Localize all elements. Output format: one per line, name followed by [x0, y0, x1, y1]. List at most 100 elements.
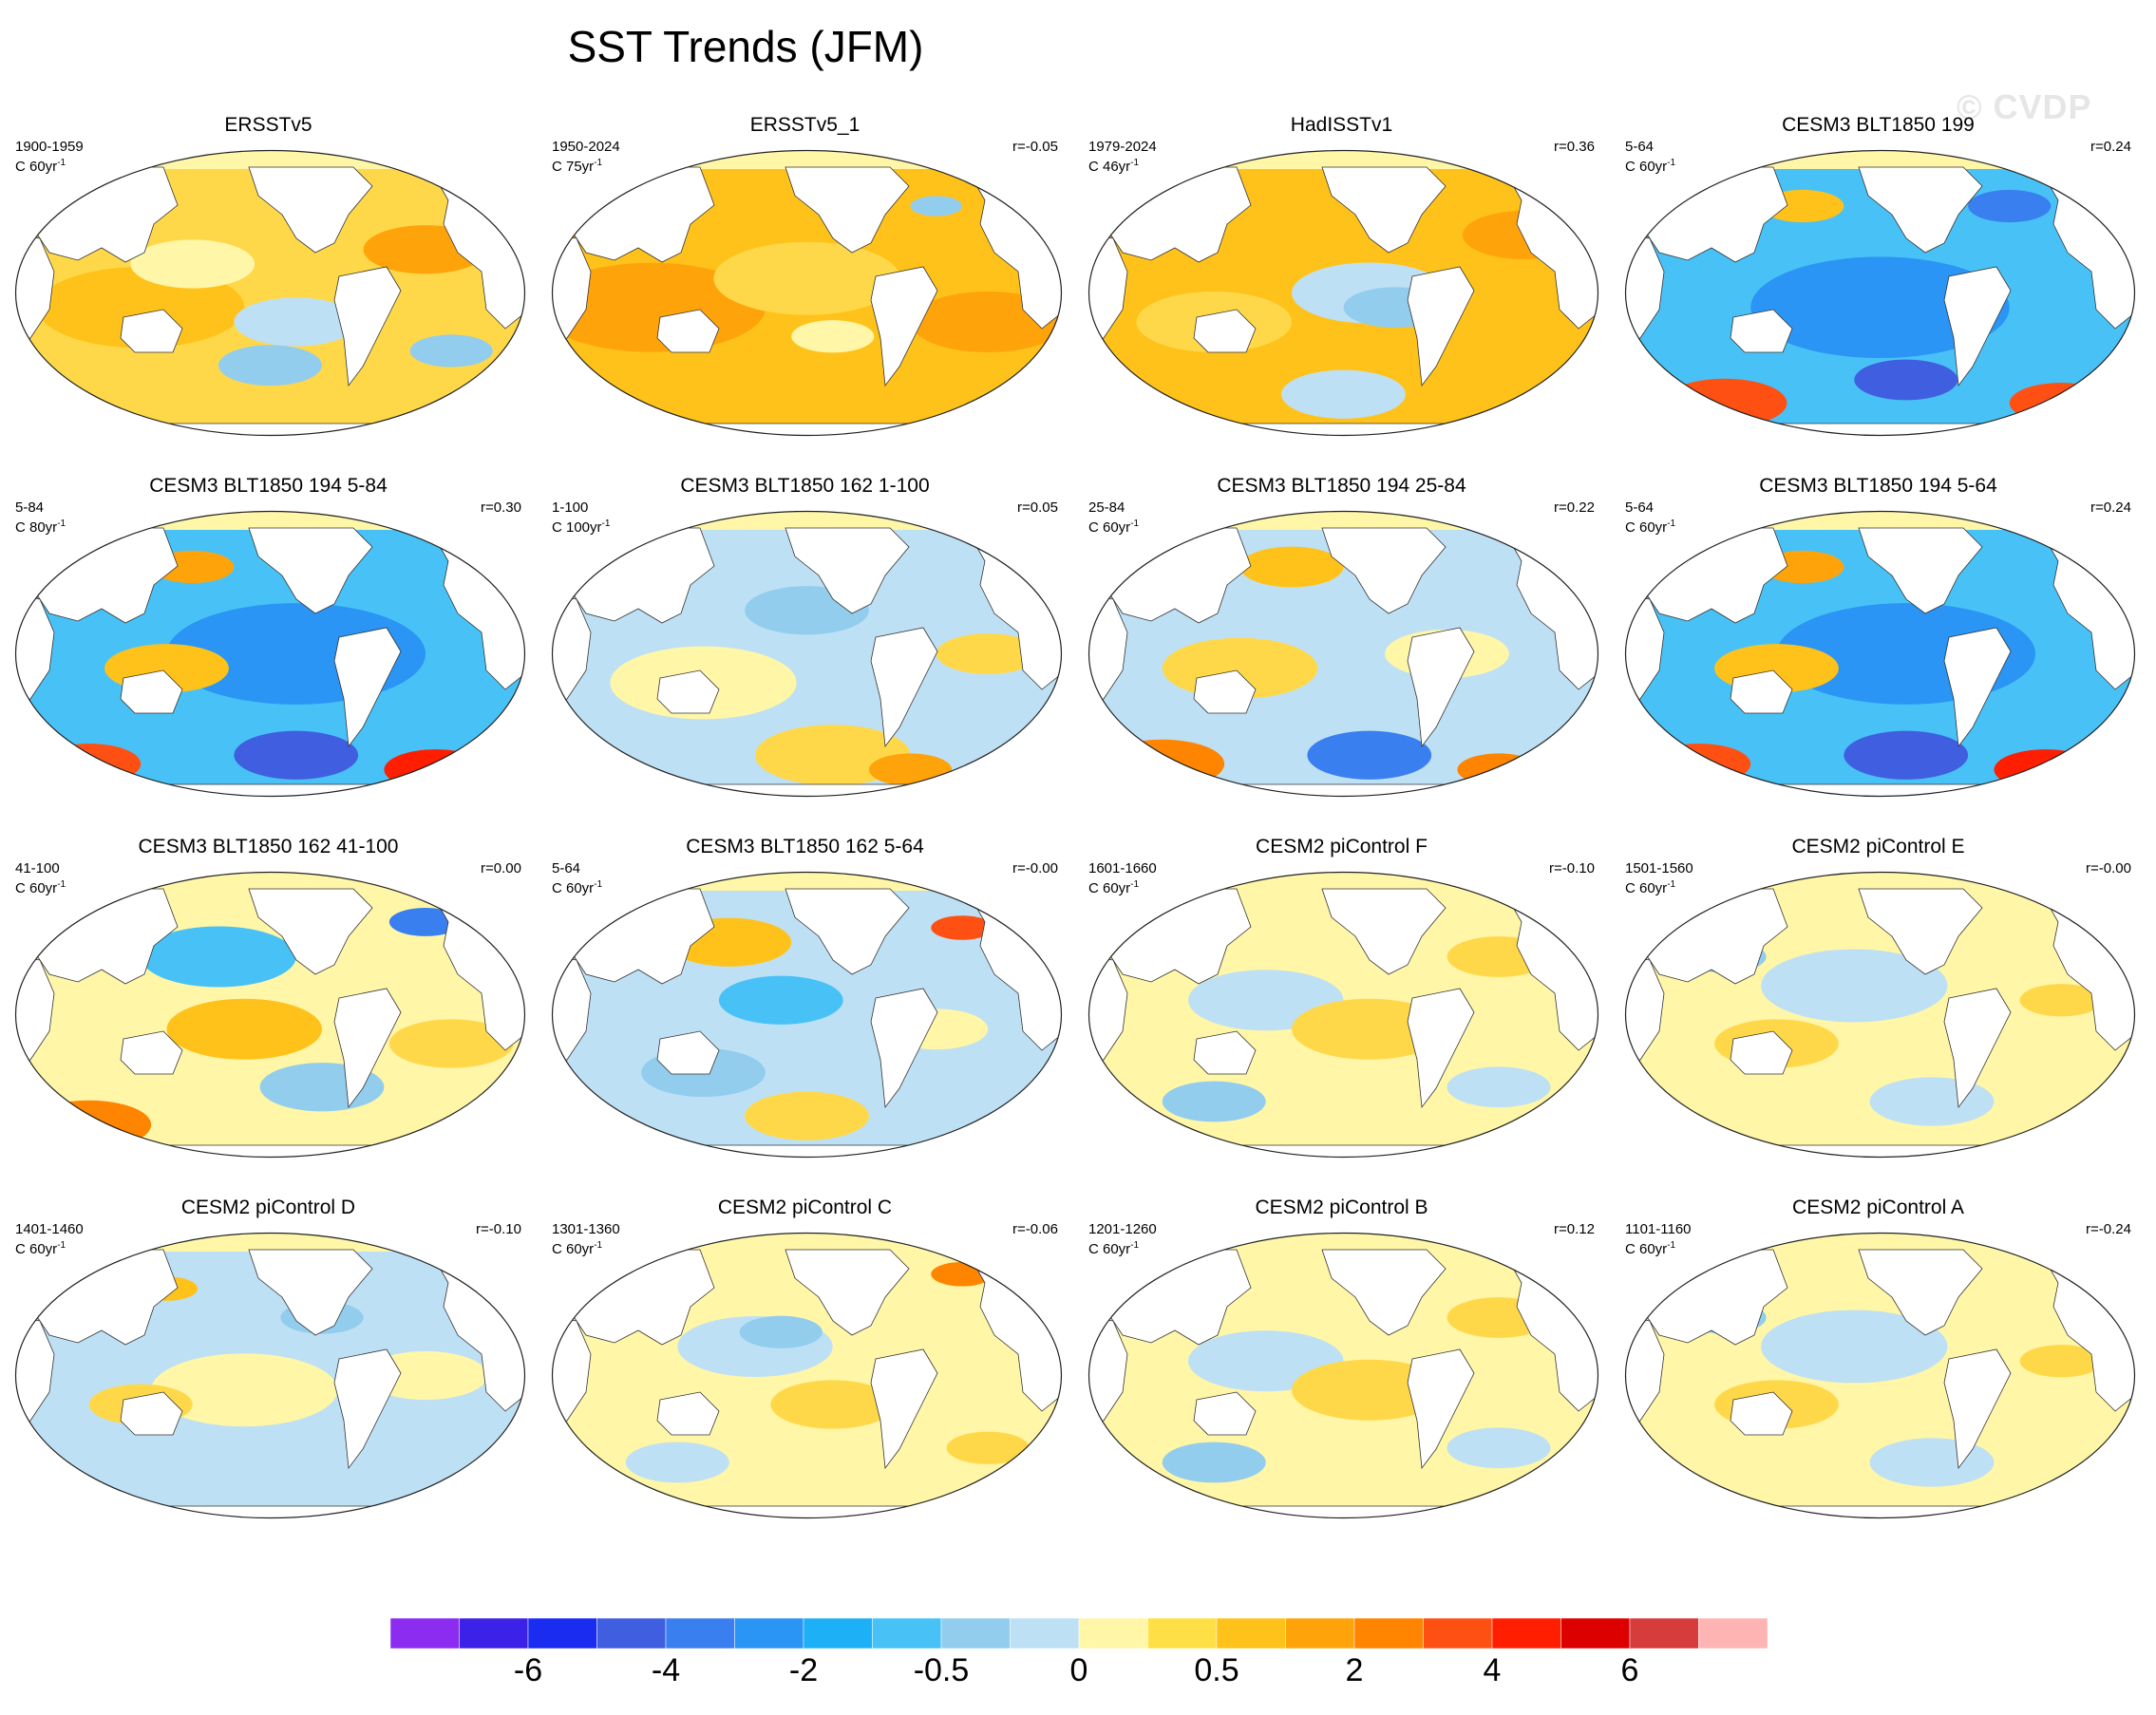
panel-units: C 60yr-1 — [1625, 158, 1676, 175]
land-mask — [870, 266, 938, 387]
panel-title: HadISSTv1 — [1290, 114, 1393, 136]
land-mask — [248, 888, 373, 975]
panel-correlation: r=-0.10 — [476, 1221, 521, 1237]
arctic-band — [1088, 872, 1598, 891]
map-outline — [14, 1232, 526, 1519]
panel-period: 1401-1460 — [15, 1221, 84, 1237]
land-mask — [1730, 1030, 1793, 1075]
land-mask — [656, 1030, 720, 1075]
colorbar-swatch — [872, 1618, 942, 1649]
panel-period: 1601-1660 — [1088, 860, 1157, 876]
land-mask — [1407, 266, 1475, 387]
page-title: SST Trends (JFM) — [567, 22, 924, 71]
map-panel: CESM3 BLT1850 199 5-64 C 60yr-1 r=0.24 — [1610, 114, 2147, 456]
colorbar-swatch — [734, 1618, 804, 1649]
panel-title: CESM2 piControl C — [717, 1197, 893, 1218]
panel-correlation: r=-0.24 — [2086, 1221, 2131, 1237]
map-outline — [1087, 871, 1599, 1159]
colorbar-swatch — [1285, 1618, 1355, 1649]
panel-title: CESM2 piControl E — [1791, 836, 1965, 858]
trend-region — [1292, 1359, 1447, 1421]
land-mask — [870, 988, 938, 1109]
land-mask — [1321, 1249, 1447, 1336]
arctic-band — [15, 150, 525, 169]
panel-title: CESM2 piControl B — [1255, 1197, 1428, 1218]
sst-trend-map — [1087, 149, 1599, 437]
trend-region — [1854, 359, 1958, 401]
land-mask — [1321, 888, 1447, 975]
land-mask — [1730, 309, 1793, 353]
panel-period: 5-64 — [1625, 499, 1655, 516]
panel-period: 1201-1260 — [1088, 1221, 1157, 1237]
sst-trend-map — [1087, 1232, 1599, 1519]
land-mask — [1730, 669, 1793, 714]
map-outline — [1624, 149, 2136, 437]
arctic-band — [1088, 150, 1598, 169]
sst-trend-map — [1624, 871, 2136, 1159]
sst-trend-map — [1087, 510, 1599, 798]
trend-region — [166, 998, 322, 1060]
trend-region — [1869, 1077, 1995, 1126]
arctic-band — [1625, 511, 2135, 530]
trend-region — [910, 196, 962, 217]
trend-region — [1239, 546, 1344, 588]
colorbar-swatch — [459, 1618, 529, 1649]
sst-trend-map — [551, 1232, 1063, 1519]
land-mask — [248, 166, 373, 254]
trend-region — [1292, 998, 1447, 1060]
sst-trend-map — [551, 149, 1063, 437]
trend-region — [234, 730, 359, 780]
map-outline — [1624, 871, 2136, 1159]
trend-region — [1844, 730, 1969, 780]
colorbar-swatch — [1353, 1618, 1424, 1649]
colorbar-label: -4 — [651, 1652, 681, 1688]
panel-period: 41-100 — [15, 860, 60, 876]
land-mask — [333, 1348, 402, 1470]
map-panel: CESM3 BLT1850 194 25-84 25-84 C 60yr-1 r=0.… — [1073, 475, 1610, 817]
arctic-band — [552, 872, 1062, 891]
panel-title: CESM2 piControl A — [1792, 1197, 1964, 1218]
trend-region — [234, 297, 359, 347]
panel-correlation: r=-0.05 — [1012, 139, 1058, 155]
trend-region — [1447, 1427, 1551, 1469]
map-panel: ERSSTv5 1900-1959 C 60yr-1 — [0, 114, 537, 456]
panel-correlation: r=-0.06 — [1012, 1221, 1058, 1237]
map-outline — [551, 510, 1063, 798]
panel-units: C 75yr-1 — [552, 158, 603, 175]
colorbar-swatch — [596, 1618, 667, 1649]
land-mask — [785, 888, 910, 975]
panel-correlation: r=-0.00 — [1012, 860, 1058, 876]
map-panel: CESM3 BLT1850 162 1-100 1-100 C 100yr-1 r=0… — [537, 475, 1073, 817]
panel-title: CESM2 piControl D — [180, 1197, 356, 1218]
land-mask — [785, 527, 910, 614]
land-mask — [1321, 166, 1447, 254]
colorbar-swatch — [390, 1618, 460, 1649]
land-mask — [1943, 266, 2012, 387]
colorbar — [390, 1618, 1768, 1649]
colorbar-label: -6 — [513, 1652, 543, 1688]
map-outline — [14, 871, 526, 1159]
panel-units: C 46yr-1 — [1088, 158, 1140, 175]
trend-region — [946, 1431, 1030, 1464]
land-mask — [1943, 1348, 2012, 1470]
colorbar-label: -2 — [788, 1652, 819, 1688]
map-panel: CESM2 piControl A 1101-1160 C 60yr-1 r=-0.2… — [1610, 1197, 2147, 1538]
land-mask — [120, 309, 183, 353]
colorbar-swatch — [1423, 1618, 1493, 1649]
watermark: © CVDP — [1957, 87, 2092, 126]
panel-correlation: r=0.24 — [2090, 499, 2131, 516]
panel-period: 1-100 — [552, 499, 589, 516]
trend-region — [1869, 1438, 1995, 1487]
colorbar-label: 4 — [1483, 1652, 1502, 1688]
panel-period: 1101-1160 — [1625, 1221, 1692, 1237]
colorbar-swatch — [1078, 1618, 1148, 1649]
trend-region — [2009, 383, 2113, 424]
sst-trend-map — [14, 871, 526, 1159]
colorbar-swatch — [527, 1618, 597, 1649]
map-outline — [1624, 1232, 2136, 1519]
panel-correlation: r=0.00 — [481, 860, 521, 876]
panel-units: C 60yr-1 — [15, 1240, 66, 1257]
panel-units: C 100yr-1 — [552, 518, 611, 536]
trend-region — [713, 241, 900, 315]
trend-region — [718, 975, 843, 1025]
